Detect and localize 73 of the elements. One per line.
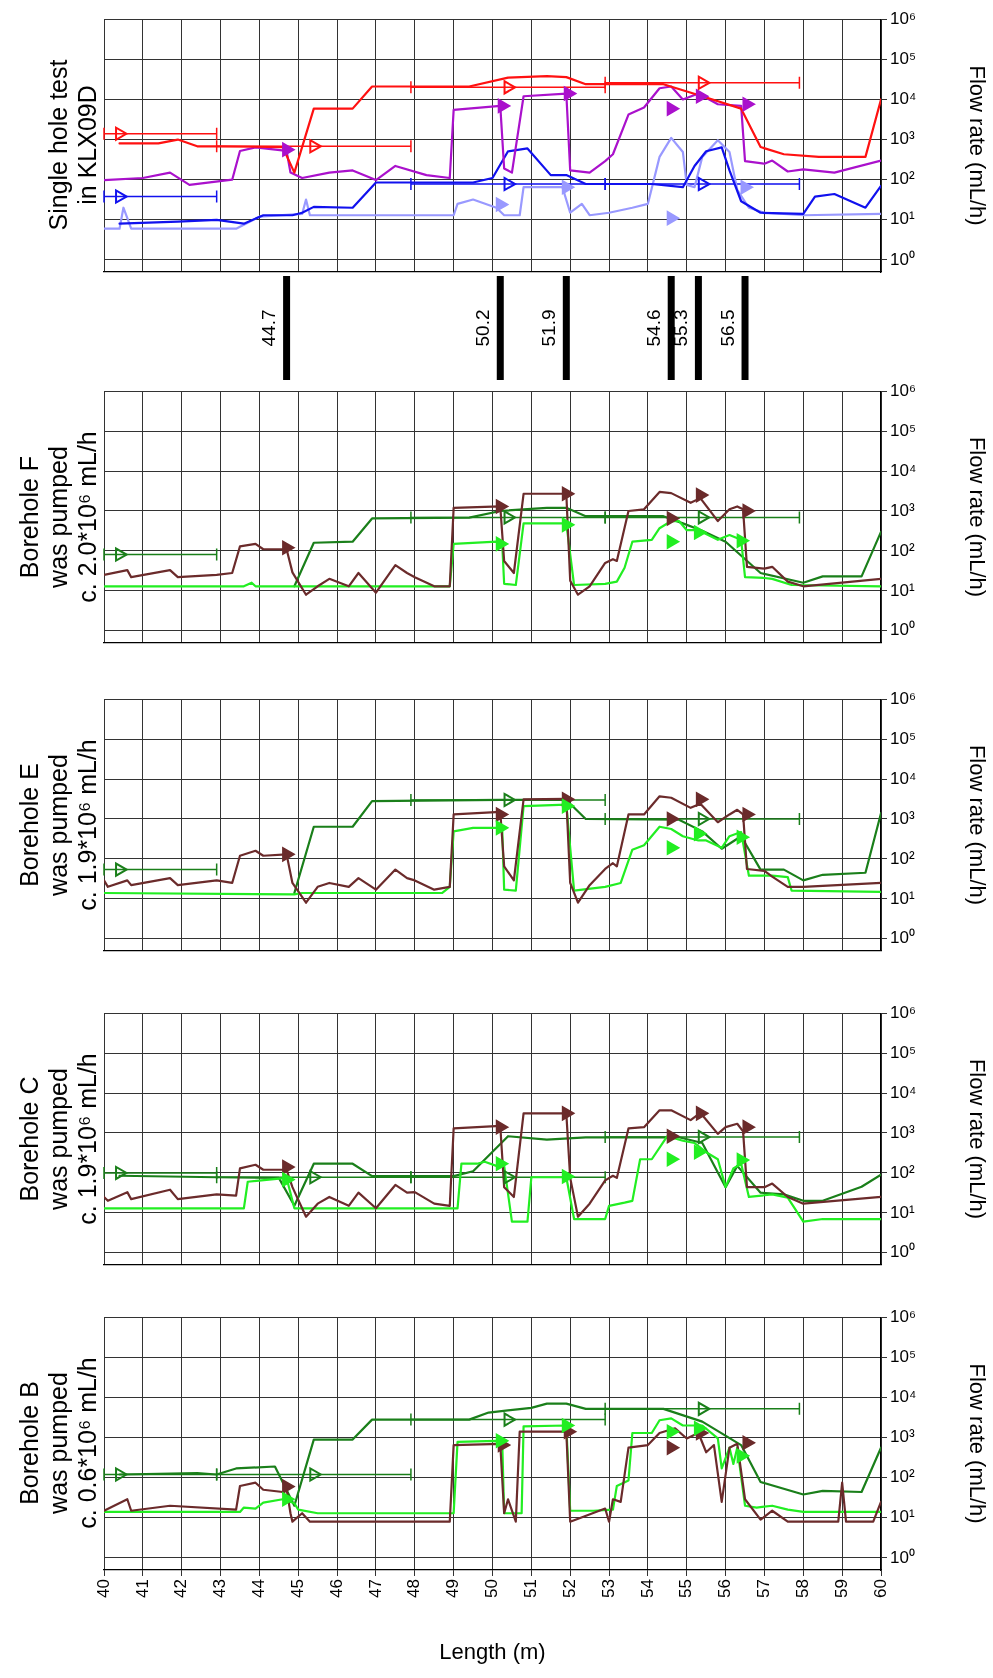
y-tick-label: 10³ (890, 808, 915, 828)
y-tick-label: 10⁴ (890, 460, 917, 480)
x-tick-label: 49 (443, 1579, 463, 1598)
y-tick-label: 10² (890, 1467, 915, 1487)
y-tick-label: 10⁵ (890, 728, 916, 748)
x-tick-label: 58 (792, 1579, 812, 1598)
ref-line-label: 44.7 (258, 309, 280, 346)
x-tick-label: 51 (521, 1579, 541, 1598)
text: Borehole E was pumped c. 1.9*10⁶ mL/h (14, 738, 102, 913)
x-tick-label: 46 (326, 1579, 346, 1598)
y-tick-label: 10² (890, 168, 915, 188)
y-tick-label: 10⁴ (890, 768, 917, 788)
x-tick-label: 40 (93, 1579, 113, 1598)
text: Borehole B was pumped c. 0.6*10⁶ mL/h (14, 1356, 102, 1531)
y-tick-label: 10⁴ (890, 1082, 917, 1102)
y-tick-label: 10¹ (890, 1202, 915, 1222)
y-tick-label: 10² (890, 848, 915, 868)
x-tick-label: 60 (870, 1579, 890, 1598)
y-tick-label: 10² (890, 540, 915, 560)
y-tick-label: 10⁰ (890, 249, 915, 269)
ref-line-label: 50.2 (472, 309, 493, 346)
y-tick-label: 10⁶ (890, 1002, 916, 1022)
ref-line-label: 56.5 (716, 309, 738, 346)
x-tick-label: 47 (365, 1579, 385, 1598)
y-tick-label: 10⁰ (890, 1547, 915, 1567)
y-tick-label: 10⁰ (890, 928, 915, 948)
y-tick-label: 10² (890, 1162, 915, 1182)
x-tick-label: 42 (171, 1579, 191, 1598)
x-tick-label: 55 (676, 1579, 696, 1598)
x-tick-label: 53 (598, 1579, 618, 1598)
x-tick-label: 44 (249, 1579, 269, 1598)
ref-line-label: 54.6 (642, 309, 664, 346)
y-tick-label: 10³ (890, 1427, 915, 1447)
y-tick-label: 10⁴ (890, 88, 917, 108)
y-tick-label: 10³ (890, 500, 915, 520)
y-tick-label: 10⁶ (890, 1306, 916, 1326)
y-tick-label: 10¹ (890, 888, 915, 908)
y-tick-label: 10⁰ (890, 1242, 915, 1262)
x-tick-label: 50 (482, 1579, 502, 1598)
y-tick-label: 10⁴ (890, 1387, 917, 1407)
y-tick-label: 10³ (890, 128, 915, 148)
x-tick-label: 52 (559, 1579, 579, 1598)
y-axis-title: Flow rate (mL/h) (964, 436, 990, 598)
y-tick-label: 10⁰ (890, 620, 915, 640)
y-tick-label: 10⁵ (890, 1042, 916, 1062)
ref-line-label: 51.9 (538, 309, 560, 346)
x-axis-title: Length (m) (439, 1638, 546, 1664)
x-tick-label: 41 (132, 1579, 152, 1598)
y-axis-title: Flow rate (mL/h) (964, 744, 990, 906)
x-tick-label: 48 (404, 1579, 424, 1598)
x-tick-label: 43 (210, 1579, 230, 1598)
y-tick-label: 10¹ (890, 208, 915, 228)
y-tick-label: 10⁵ (890, 420, 916, 440)
y-tick-label: 10⁵ (890, 1347, 916, 1367)
x-tick-label: 57 (754, 1579, 774, 1598)
x-tick-label: 56 (715, 1579, 735, 1598)
y-axis-title: Flow rate (mL/h) (964, 65, 990, 226)
text: Borehole F was pumped c. 2.0*10⁶ mL/h (14, 430, 102, 605)
x-tick-label: 59 (831, 1579, 851, 1598)
x-tick-label: 45 (287, 1579, 307, 1598)
y-tick-label: 10¹ (890, 580, 915, 600)
y-axis-title: Flow rate (mL/h) (964, 1058, 990, 1220)
text: Borehole C was pumped c. 1.9*10⁶ mL/h (14, 1052, 102, 1227)
x-tick-label: 54 (637, 1579, 657, 1598)
ref-line-label: 55.3 (670, 309, 692, 346)
y-tick-label: 10³ (890, 1122, 915, 1142)
text: Single hole test in KLX09D (43, 58, 102, 232)
y-tick-label: 10⁶ (890, 8, 916, 28)
y-tick-label: 10⁶ (890, 688, 916, 708)
y-tick-label: 10¹ (890, 1507, 915, 1527)
y-tick-label: 10⁶ (890, 380, 916, 400)
y-tick-label: 10⁵ (890, 48, 916, 68)
y-axis-title: Flow rate (mL/h) (964, 1363, 990, 1524)
